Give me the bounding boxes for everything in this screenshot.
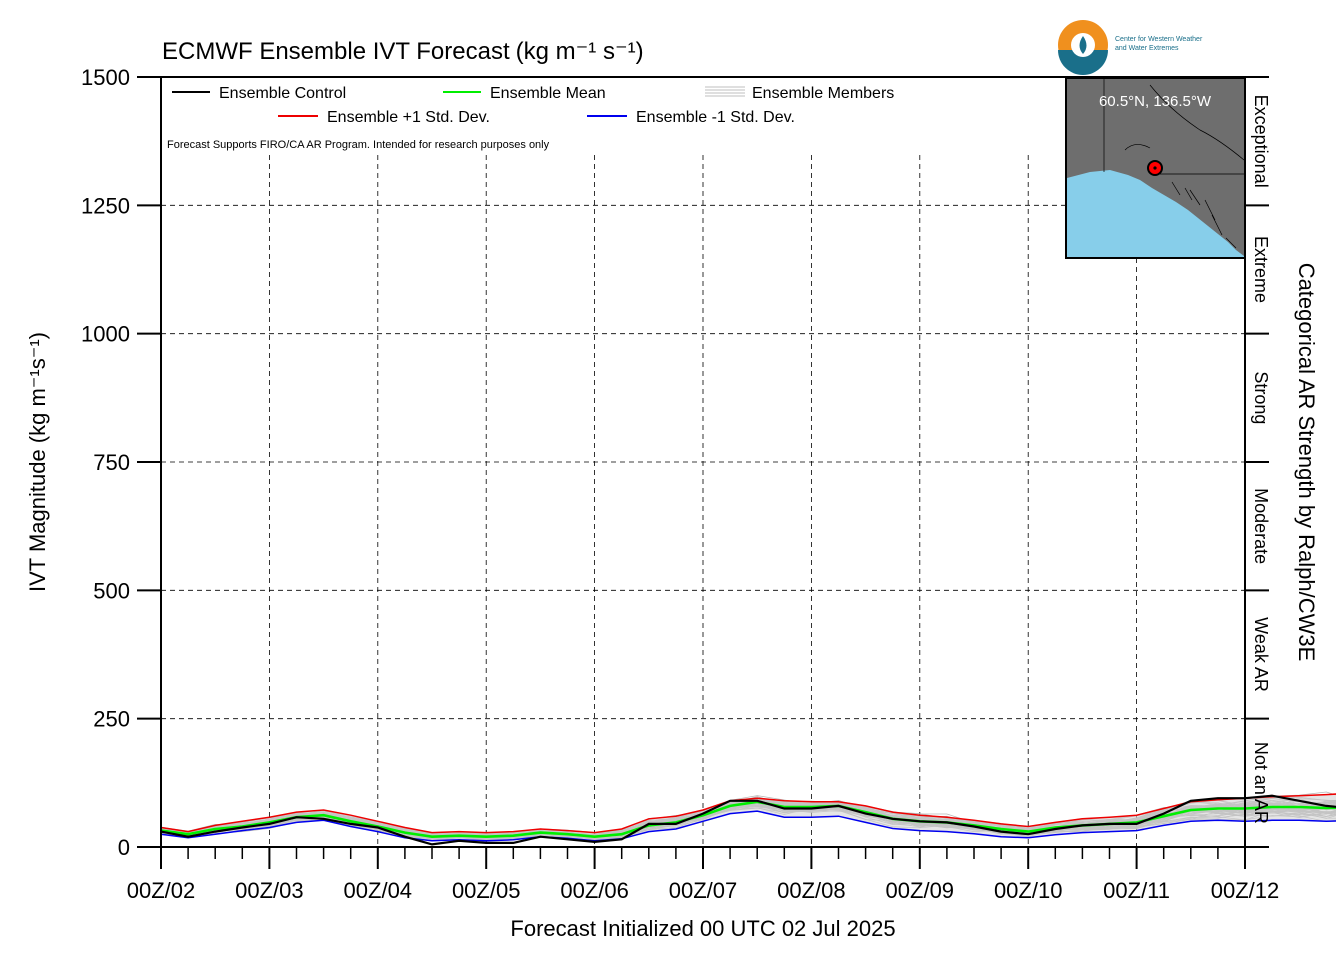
category-label: Moderate xyxy=(1251,488,1271,564)
category-label: Strong xyxy=(1251,371,1271,424)
x-tick-label: 00Z/05 xyxy=(452,878,521,903)
legend-label-members: Ensemble Members xyxy=(752,85,894,102)
legend-label-control: Ensemble Control xyxy=(219,85,346,102)
axes: 0 250 500 750 1000 1250 1500 00Z/02 00Z/03 00Z/04… xyxy=(81,65,1279,903)
inset-ocean xyxy=(1067,170,1244,257)
y-tick-label: 0 xyxy=(118,835,130,860)
right-axis-label: Categorical AR Strength by Ralph/CW3E xyxy=(1294,263,1319,662)
legend-label-minus-sd: Ensemble -1 Std. Dev. xyxy=(636,109,795,126)
water-drop-icon xyxy=(1079,36,1087,54)
location-marker-dot xyxy=(1153,166,1157,170)
x-tick-label: 00Z/11 xyxy=(1103,878,1170,903)
inset-borders xyxy=(1103,78,1245,249)
x-tick-label: 00Z/03 xyxy=(235,878,304,903)
ar-category-axis: Not an AR Weak AR Moderate Strong Extreme Exc… xyxy=(1245,76,1271,848)
chart-title: ECMWF Ensemble IVT Forecast (kg m⁻¹ s⁻¹) xyxy=(162,38,644,65)
legend: Ensemble Control Ensemble Mean Ensemble … xyxy=(167,85,894,151)
legend-label-plus-sd: Ensemble +1 Std. Dev. xyxy=(327,109,490,126)
x-tick-label: 00Z/04 xyxy=(344,878,413,903)
category-label: Exceptional xyxy=(1251,95,1271,188)
inset-coords: 60.5°N, 136.5°W xyxy=(1099,93,1212,110)
cw3e-logo: Center for Western Weather and Water Ext… xyxy=(1058,20,1203,75)
logo-text-line1: Center for Western Weather xyxy=(1115,36,1203,43)
y-tick-label: 250 xyxy=(93,707,130,732)
x-tick-label: 00Z/09 xyxy=(886,878,955,903)
y-tick-label: 500 xyxy=(93,578,130,603)
x-tick-label: 00Z/12 xyxy=(1211,878,1280,903)
y-tick-label: 1500 xyxy=(81,65,130,90)
legend-label-mean: Ensemble Mean xyxy=(490,85,606,102)
x-tick-label: 00Z/06 xyxy=(560,878,629,903)
inset-map: 60.5°N, 136.5°W xyxy=(1065,77,1246,259)
std-dev-band xyxy=(161,794,1336,841)
x-tick-label: 00Z/08 xyxy=(777,878,846,903)
y-tick-label: 1000 xyxy=(81,322,130,347)
research-note: Forecast Supports FIRO/CA AR Program. In… xyxy=(167,139,550,151)
logo-text-line2: and Water Extremes xyxy=(1115,45,1179,52)
y-tick-label: 1250 xyxy=(81,193,130,218)
category-label: Not an AR xyxy=(1251,742,1271,824)
x-tick-label: 00Z/07 xyxy=(669,878,738,903)
category-label: Extreme xyxy=(1251,236,1271,303)
y-axis-label: IVT Magnitude (kg m⁻¹s⁻¹) xyxy=(25,332,50,592)
x-tick-label: 00Z/10 xyxy=(994,878,1063,903)
grid-lines xyxy=(161,155,1245,847)
inset-frame xyxy=(1065,77,1246,259)
legend-swatch-members xyxy=(705,86,745,97)
logo-wave xyxy=(1058,50,1108,75)
spread-band xyxy=(161,794,1336,841)
x-tick-label: 00Z/02 xyxy=(127,878,196,903)
x-axis-label: Forecast Initialized 00 UTC 02 Jul 2025 xyxy=(510,916,895,941)
y-tick-label: 750 xyxy=(93,450,130,475)
category-label: Weak AR xyxy=(1251,617,1271,692)
